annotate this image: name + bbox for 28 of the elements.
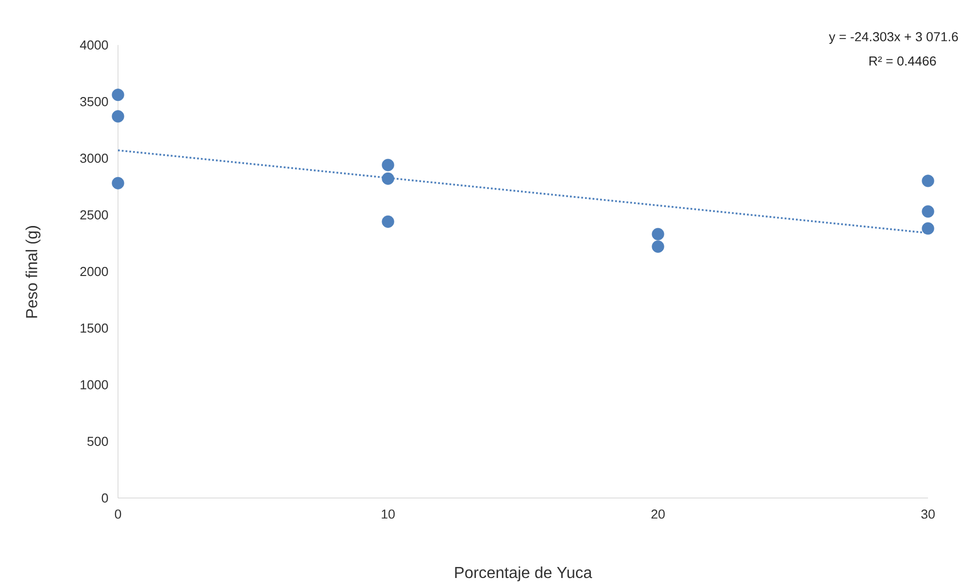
y-tick-label: 500 [87, 436, 108, 446]
y-tick-label: 2000 [80, 267, 108, 276]
point [652, 228, 664, 241]
point [382, 216, 394, 228]
point [922, 174, 934, 188]
annotation: R² = 0.4466 [870, 56, 936, 66]
text: y = -24.303x + 3 071.6 [828, 32, 958, 44]
y-tick-label: 4000 [80, 40, 108, 50]
point [112, 177, 124, 190]
x-tick-label: 0 [114, 510, 122, 519]
x-tick-label: 30 [921, 510, 935, 519]
x-axis-title: Porcentaje de Yuca [455, 566, 592, 582]
y-tick-label: 3000 [80, 154, 108, 164]
point [922, 222, 934, 235]
y-tick-label: 0 [102, 494, 108, 503]
point [112, 88, 124, 102]
point [382, 159, 394, 172]
x-tick-label: 10 [382, 510, 395, 519]
y-tick-label: 3500 [80, 97, 108, 106]
point [112, 110, 124, 123]
y-tick-label: 1000 [80, 380, 108, 390]
y-tick-label: 1500 [80, 324, 108, 333]
y-axis-title: Peso final (g) [26, 226, 40, 318]
point [922, 205, 934, 218]
y-tick-label: 2500 [80, 210, 108, 220]
x-tick-label: 20 [651, 510, 665, 519]
point [652, 240, 664, 253]
point [382, 172, 394, 186]
